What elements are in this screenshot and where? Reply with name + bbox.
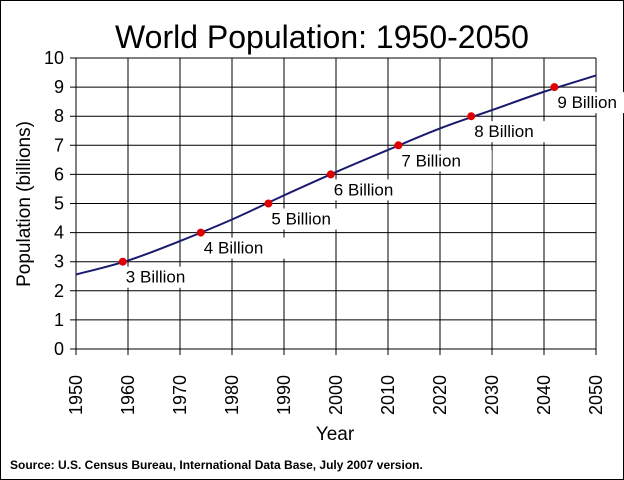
x-axis-label: Year bbox=[316, 424, 355, 445]
milestone-label: 3 Billion bbox=[126, 268, 186, 287]
population-series-line bbox=[75, 74, 597, 276]
y-tick-label: 0 bbox=[54, 339, 64, 359]
milestone-label: 9 Billion bbox=[557, 93, 617, 112]
y-tick-label: 4 bbox=[54, 223, 64, 243]
x-tick-label: 1980 bbox=[222, 375, 242, 415]
milestone-label: 8 Billion bbox=[474, 122, 534, 141]
x-tick-label: 1990 bbox=[274, 375, 294, 415]
y-axis-label: Population (billions) bbox=[14, 121, 35, 287]
x-tick-labels: 1950 1960 1970 1980 1990 2000 2010 2020 2030 2040… bbox=[66, 375, 606, 415]
x-tick-label: 1960 bbox=[118, 375, 138, 415]
milestone-label-background bbox=[470, 121, 565, 143]
milestone-label: 4 Billion bbox=[204, 239, 264, 258]
chart-title: World Population: 1950-2050 bbox=[115, 19, 529, 55]
milestone-marker bbox=[550, 83, 559, 92]
x-tick-label: 2030 bbox=[482, 375, 502, 415]
x-tick-label: 2010 bbox=[378, 375, 398, 415]
milestone-marker bbox=[196, 228, 205, 237]
y-tick-label: 3 bbox=[54, 252, 64, 272]
y-tick-label: 7 bbox=[54, 135, 64, 155]
milestone-marker bbox=[118, 257, 127, 266]
y-tick-label: 9 bbox=[54, 77, 64, 97]
x-tick-label: 2040 bbox=[534, 375, 554, 415]
milestone-label-background bbox=[199, 237, 295, 259]
x-tick-label: 1950 bbox=[66, 375, 86, 415]
milestone-label: 7 Billion bbox=[401, 151, 461, 170]
y-tick-label: 8 bbox=[54, 106, 64, 126]
y-tick-label: 10 bbox=[44, 48, 64, 68]
milestone-marker bbox=[467, 112, 476, 121]
y-tick-label: 1 bbox=[54, 310, 64, 330]
x-tick-label: 2050 bbox=[586, 375, 606, 415]
milestone-marker bbox=[264, 199, 273, 208]
milestone-label-background bbox=[329, 179, 425, 201]
y-tick-label: 5 bbox=[54, 194, 64, 214]
x-tick-label: 2000 bbox=[326, 375, 346, 415]
y-tick-label: 6 bbox=[54, 164, 64, 184]
y-tick-labels: 0 1 2 3 4 5 6 7 8 9 10 bbox=[44, 48, 64, 359]
x-tick-label: 2020 bbox=[430, 375, 450, 415]
source-note: Source: U.S. Census Bureau, Internationa… bbox=[10, 458, 423, 472]
y-tick-label: 2 bbox=[54, 281, 64, 301]
milestone-label-background bbox=[267, 208, 362, 230]
grid bbox=[70, 57, 597, 355]
milestone-label-background bbox=[121, 266, 217, 288]
milestone-marker bbox=[326, 170, 335, 179]
milestone-label-background bbox=[553, 92, 624, 114]
milestone-label-background bbox=[397, 150, 492, 172]
milestone-label: 6 Billion bbox=[334, 180, 394, 199]
milestone-marker bbox=[394, 141, 403, 150]
x-tick-label: 1970 bbox=[170, 375, 190, 415]
milestone-label: 5 Billion bbox=[271, 210, 331, 229]
